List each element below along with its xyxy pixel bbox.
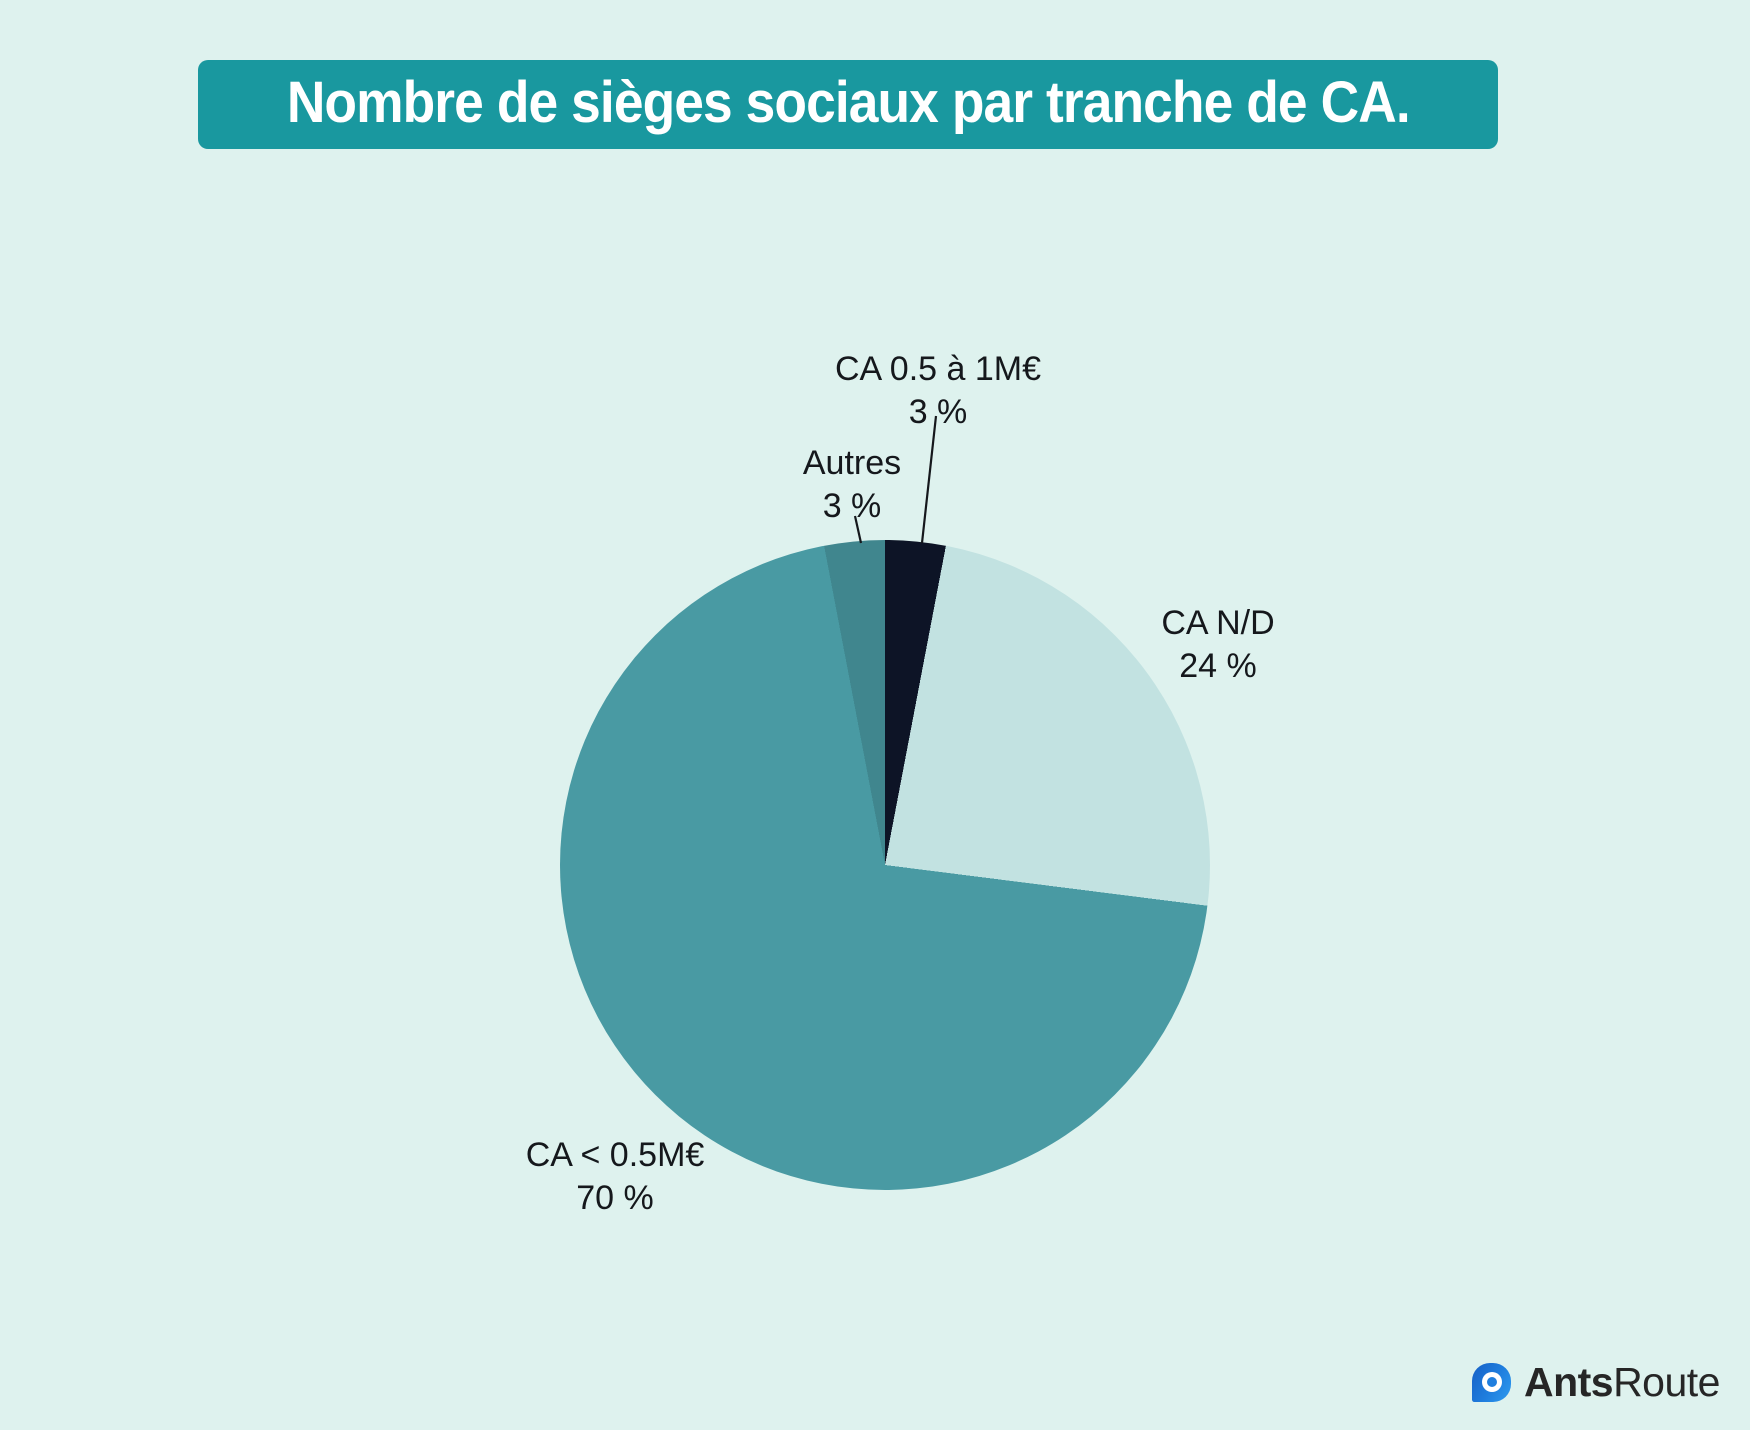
slice-label-pct: 3 % bbox=[822, 486, 882, 525]
title-banner: Nombre de sièges sociaux par tranche de … bbox=[198, 60, 1498, 149]
pie-chart bbox=[560, 540, 1210, 1190]
slice-label-pct: 24 % bbox=[1179, 646, 1257, 685]
slice-label-name: CA < 0.5M€ bbox=[525, 1136, 705, 1174]
slice-label-ca-nd: CA N/D 24 % bbox=[1161, 602, 1274, 688]
slice-label-pct: 70 % bbox=[576, 1178, 654, 1217]
pin-ring bbox=[1481, 1372, 1502, 1392]
antsroute-pin-icon bbox=[1471, 1363, 1511, 1402]
slice-label-name: Autres bbox=[802, 444, 902, 482]
slice-label-autres: Autres 3 % bbox=[803, 442, 901, 528]
slice-label-name: CA 0.5 à 1M€ bbox=[834, 350, 1042, 388]
slice-label-name: CA N/D bbox=[1161, 604, 1275, 642]
antsroute-logo: AntsRoute bbox=[1471, 1359, 1721, 1406]
wordmark-bold: Ants bbox=[1523, 1359, 1614, 1405]
slice-label-ca-inf-0-5m: CA < 0.5M€ 70 % bbox=[526, 1134, 705, 1220]
slice-label-ca-0-5-a-1m: CA 0.5 à 1M€ 3 % bbox=[835, 348, 1041, 434]
pin-dot bbox=[1486, 1377, 1497, 1387]
chart-title: Nombre de sièges sociaux par tranche de … bbox=[286, 69, 1411, 135]
antsroute-wordmark: AntsRoute bbox=[1523, 1359, 1721, 1406]
slice-label-pct: 3 % bbox=[908, 392, 968, 431]
wordmark-regular: Route bbox=[1613, 1359, 1720, 1405]
leader-line-ca05-1m bbox=[920, 415, 938, 544]
